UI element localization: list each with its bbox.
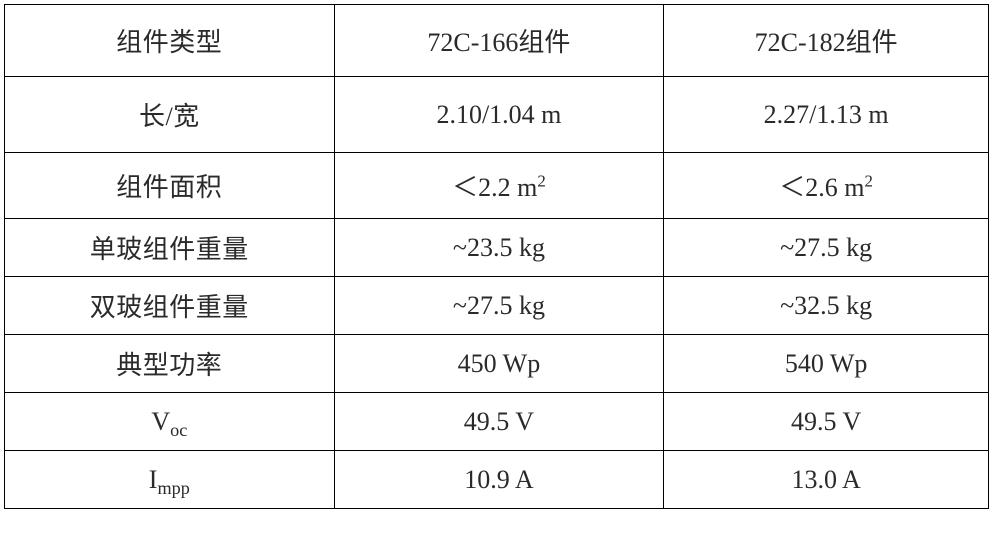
row-value: 10.9 A — [464, 465, 533, 494]
header-label: 组件类型 — [116, 28, 222, 57]
header-cell-type: 组件类型 — [5, 5, 335, 77]
table-row: 单玻组件重量 ~23.5 kg ~27.5 kg — [5, 219, 989, 277]
row-label: 单玻组件重量 — [90, 235, 249, 264]
table-row: 组件面积 ＜2.2 m2 ＜2.6 m2 — [5, 153, 989, 219]
table-row: 双玻组件重量 ~27.5 kg ~32.5 kg — [5, 277, 989, 335]
row-label: 长/宽 — [139, 102, 200, 131]
row-label-cell: Voc — [5, 393, 335, 451]
row-value: 540 Wp — [785, 349, 868, 378]
row-label-cell: 组件面积 — [5, 153, 335, 219]
row-value-cell: ~27.5 kg — [334, 277, 664, 335]
header-cell-166: 72C-166组件 — [334, 5, 664, 77]
label-subscript: mpp — [157, 478, 189, 498]
row-value-cell: 13.0 A — [664, 451, 989, 509]
row-value: ~27.5 kg — [780, 233, 872, 262]
row-value-cell: 2.10/1.04 m — [334, 77, 664, 153]
row-value-cell: 2.27/1.13 m — [664, 77, 989, 153]
row-label-cell: 典型功率 — [5, 335, 335, 393]
row-value-cell: 450 Wp — [334, 335, 664, 393]
row-value: 450 Wp — [458, 349, 541, 378]
row-value: ＜2.6 m2 — [779, 173, 873, 202]
row-value: 49.5 V — [791, 407, 861, 436]
table-row: Impp 10.9 A 13.0 A — [5, 451, 989, 509]
row-value-cell: ~23.5 kg — [334, 219, 664, 277]
row-value-cell: 49.5 V — [664, 393, 989, 451]
row-value: 2.27/1.13 m — [764, 100, 889, 129]
table-row: Voc 49.5 V 49.5 V — [5, 393, 989, 451]
header-label: 72C-182组件 — [755, 28, 898, 57]
value-superscript: 2 — [865, 171, 873, 190]
table-row: 典型功率 450 Wp 540 Wp — [5, 335, 989, 393]
row-label: Impp — [149, 465, 190, 494]
row-label: 典型功率 — [116, 351, 222, 380]
row-label: 双玻组件重量 — [90, 293, 249, 322]
row-label-cell: 长/宽 — [5, 77, 335, 153]
row-value: 2.10/1.04 m — [436, 100, 561, 129]
row-label: 组件面积 — [116, 173, 222, 202]
row-value-cell: 10.9 A — [334, 451, 664, 509]
row-value: ＜2.2 m2 — [452, 173, 546, 202]
label-prefix: V — [151, 407, 170, 436]
row-value: 13.0 A — [791, 465, 860, 494]
row-label-cell: 双玻组件重量 — [5, 277, 335, 335]
row-label-cell: Impp — [5, 451, 335, 509]
value-prefix: ＜2.2 m — [452, 173, 537, 202]
row-value: ~32.5 kg — [780, 291, 872, 320]
row-value-cell: ＜2.6 m2 — [664, 153, 989, 219]
label-subscript: oc — [170, 420, 187, 440]
header-cell-182: 72C-182组件 — [664, 5, 989, 77]
spec-comparison-table: 组件类型 72C-166组件 72C-182组件 长/宽 2.10/1.04 m… — [4, 4, 989, 509]
value-prefix: ＜2.6 m — [779, 173, 864, 202]
header-label: 72C-166组件 — [427, 28, 570, 57]
row-label: Voc — [151, 407, 187, 436]
table-header-row: 组件类型 72C-166组件 72C-182组件 — [5, 5, 989, 77]
row-value-cell: ＜2.2 m2 — [334, 153, 664, 219]
row-value: ~23.5 kg — [453, 233, 545, 262]
value-superscript: 2 — [537, 171, 545, 190]
row-value: ~27.5 kg — [453, 291, 545, 320]
row-value-cell: 49.5 V — [334, 393, 664, 451]
row-label-cell: 单玻组件重量 — [5, 219, 335, 277]
row-value: 49.5 V — [464, 407, 534, 436]
row-value-cell: 540 Wp — [664, 335, 989, 393]
row-value-cell: ~27.5 kg — [664, 219, 989, 277]
table-row: 长/宽 2.10/1.04 m 2.27/1.13 m — [5, 77, 989, 153]
row-value-cell: ~32.5 kg — [664, 277, 989, 335]
